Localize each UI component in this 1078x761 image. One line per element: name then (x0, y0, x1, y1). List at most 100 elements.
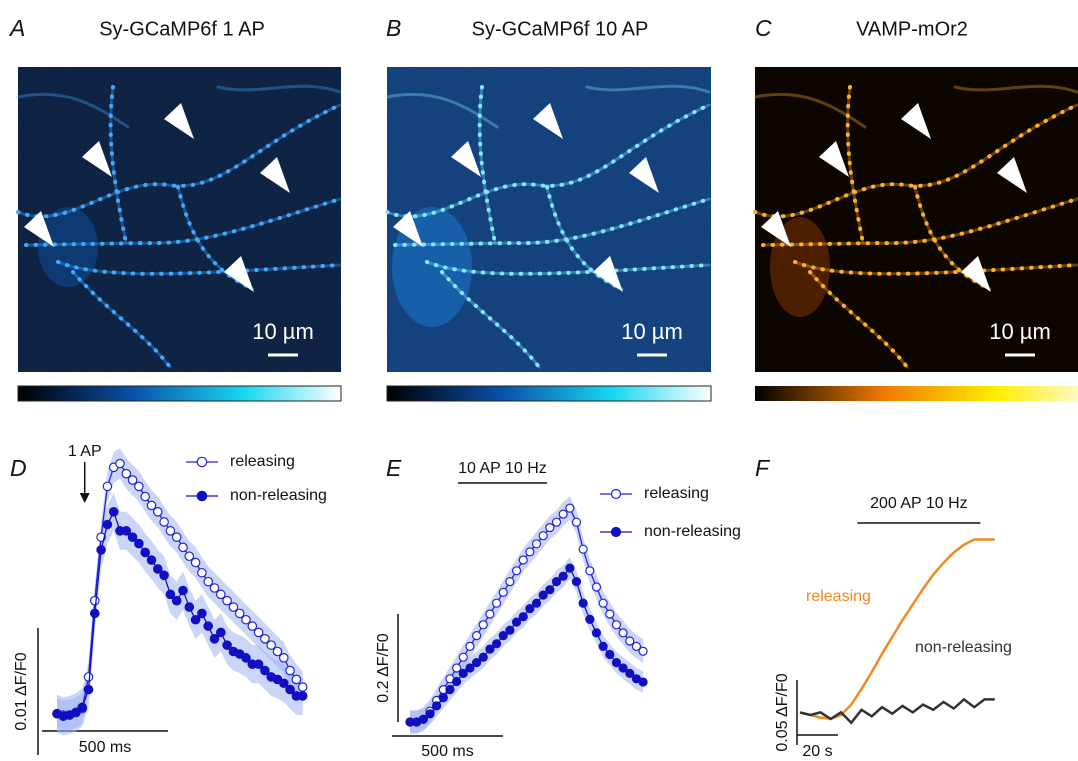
data-point (426, 710, 434, 718)
series-label: non-releasing (915, 639, 1012, 656)
scale-bar-x-label: 500 ms (79, 739, 131, 756)
data-point (479, 621, 487, 629)
stimulus-label: 200 AP 10 Hz (870, 495, 968, 512)
data-point (91, 609, 99, 617)
data-point (533, 540, 541, 548)
data-point (292, 675, 300, 683)
data-point (466, 664, 474, 672)
data-point (173, 533, 181, 541)
data-point (466, 642, 474, 650)
data-point (513, 618, 521, 626)
data-point (579, 545, 587, 553)
data-point (97, 546, 105, 554)
data-point (198, 609, 206, 617)
scale-bar-y-label: 0.01 ΔF/F0 (13, 652, 30, 730)
data-point (513, 567, 521, 575)
colorbar (18, 386, 341, 401)
legend-label: non-releasing (230, 487, 327, 504)
data-point (299, 692, 307, 700)
scale-bar-label: 10 µm (989, 319, 1051, 344)
image-title: VAMP-mOr2 (856, 18, 968, 40)
error-band (410, 557, 643, 733)
data-point (612, 621, 620, 629)
data-point (154, 508, 162, 516)
data-point (179, 543, 187, 551)
data-point (619, 664, 627, 672)
data-point (559, 572, 567, 580)
data-point (599, 599, 607, 607)
data-point (179, 586, 187, 594)
data-point (439, 694, 447, 702)
page-body: A Sy-GCaMP6f 1 AP 10 µm B Sy-GCaMP6f 10 … (0, 0, 1078, 761)
data-point (141, 492, 149, 500)
annotation-arrowhead (80, 493, 90, 503)
data-point (486, 610, 494, 618)
data-point (110, 508, 118, 516)
data-point (135, 539, 143, 547)
scale-bar-label: 10 µm (621, 319, 683, 344)
legend-marker (612, 528, 621, 537)
data-point (506, 578, 514, 586)
data-point (173, 597, 181, 605)
data-point (499, 632, 507, 640)
data-point (493, 640, 501, 648)
data-point (217, 628, 225, 636)
data-point (185, 603, 193, 611)
data-point (519, 613, 527, 621)
data-point (619, 629, 627, 637)
panel-letter: F (755, 455, 771, 481)
data-point (103, 520, 111, 528)
micrograph: 10 µm (387, 67, 711, 372)
panel-letter: E (386, 455, 402, 481)
data-point (135, 482, 143, 490)
data-point (116, 459, 124, 467)
data-point (147, 556, 155, 564)
data-point (419, 715, 427, 723)
data-point (573, 578, 581, 586)
data-point (639, 678, 647, 686)
data-point (539, 532, 547, 540)
data-point (299, 683, 307, 691)
series-line (800, 540, 995, 719)
series-label: releasing (806, 588, 871, 605)
data-point (586, 615, 594, 623)
data-point (499, 588, 507, 596)
data-point (559, 510, 567, 518)
annotation: 1 AP (68, 443, 102, 460)
data-point (459, 653, 467, 661)
data-point (533, 599, 541, 607)
data-point (586, 567, 594, 575)
data-point (160, 571, 168, 579)
data-point (592, 629, 600, 637)
scale-bar-x-label: 500 ms (421, 743, 473, 760)
data-point (446, 686, 454, 694)
data-point (160, 518, 168, 526)
data-point (433, 702, 441, 710)
data-point (526, 548, 534, 556)
legend-marker (197, 457, 206, 466)
data-point (526, 605, 534, 613)
data-point (506, 626, 514, 634)
data-point (141, 548, 149, 556)
legend-label: releasing (230, 453, 295, 470)
micrograph: 10 µm (755, 67, 1078, 372)
data-point (280, 654, 288, 662)
panel-letter: C (755, 15, 772, 41)
data-point (459, 669, 467, 677)
data-point (539, 591, 547, 599)
data-point (191, 558, 199, 566)
panel-letter: A (8, 15, 25, 41)
image-panel-a: A Sy-GCaMP6f 1 AP 10 µm (8, 15, 341, 401)
chart-panel: F20 s0.05 ΔF/F0200 AP 10 Hzreleasingnon-… (755, 455, 1012, 760)
data-point (612, 659, 620, 667)
figure: A Sy-GCaMP6f 1 AP 10 µm B Sy-GCaMP6f 10 … (0, 0, 1078, 761)
series-line (800, 699, 995, 722)
micrograph: 10 µm (18, 67, 341, 372)
data-point (493, 599, 501, 607)
data-point (606, 610, 614, 618)
data-point (486, 645, 494, 653)
data-point (84, 673, 92, 681)
data-point (599, 642, 607, 650)
